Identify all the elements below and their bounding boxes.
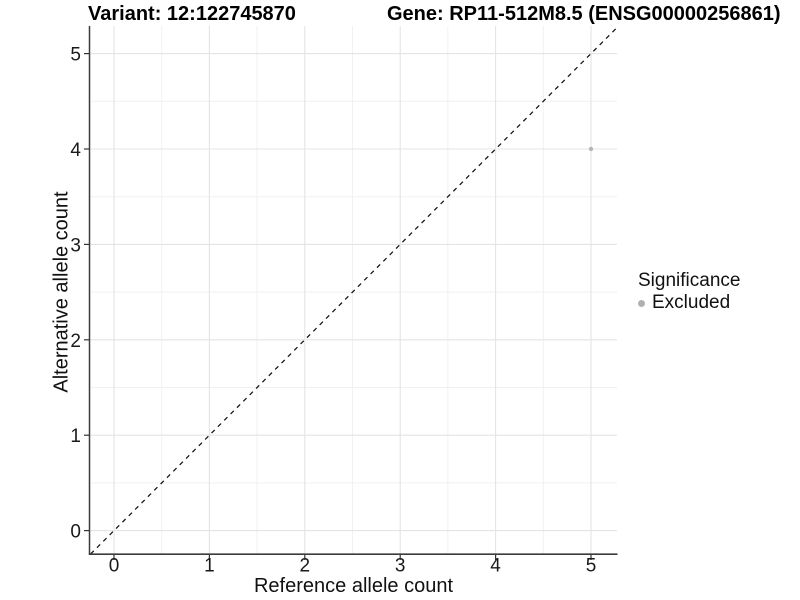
legend: Significance Excluded [638, 270, 740, 314]
x-tick-label: 2 [300, 556, 311, 577]
x-axis-title: Reference allele count [253, 575, 453, 597]
y-tick-label: 5 [70, 45, 81, 66]
legend-point-icon [638, 299, 645, 307]
legend-title: Significance [638, 270, 741, 291]
legend-entry-excluded: Excluded [638, 292, 740, 314]
y-tick-label: 4 [70, 140, 81, 161]
data-point [588, 146, 594, 152]
x-tick-label: 0 [109, 556, 120, 577]
y-tick-label: 1 [70, 426, 81, 447]
y-tick-label: 3 [70, 235, 81, 256]
plot-title-gene: Gene: RP11-512M8.5 (ENSG00000256861) [387, 3, 781, 25]
y-tick-label: 0 [70, 522, 81, 543]
y-axis-title: Alternative allele count [50, 191, 73, 393]
y-tick-label: 2 [70, 331, 81, 352]
x-tick-label: 1 [204, 556, 215, 577]
x-tick-label: 3 [395, 556, 406, 577]
x-tick-label: 5 [586, 556, 597, 577]
legend-entry-label: Excluded [652, 292, 731, 313]
identity-dashed-line [90, 27, 618, 555]
x-tick-label: 4 [490, 556, 501, 577]
plot-title-variant: Variant: 12:122745870 [88, 3, 296, 25]
